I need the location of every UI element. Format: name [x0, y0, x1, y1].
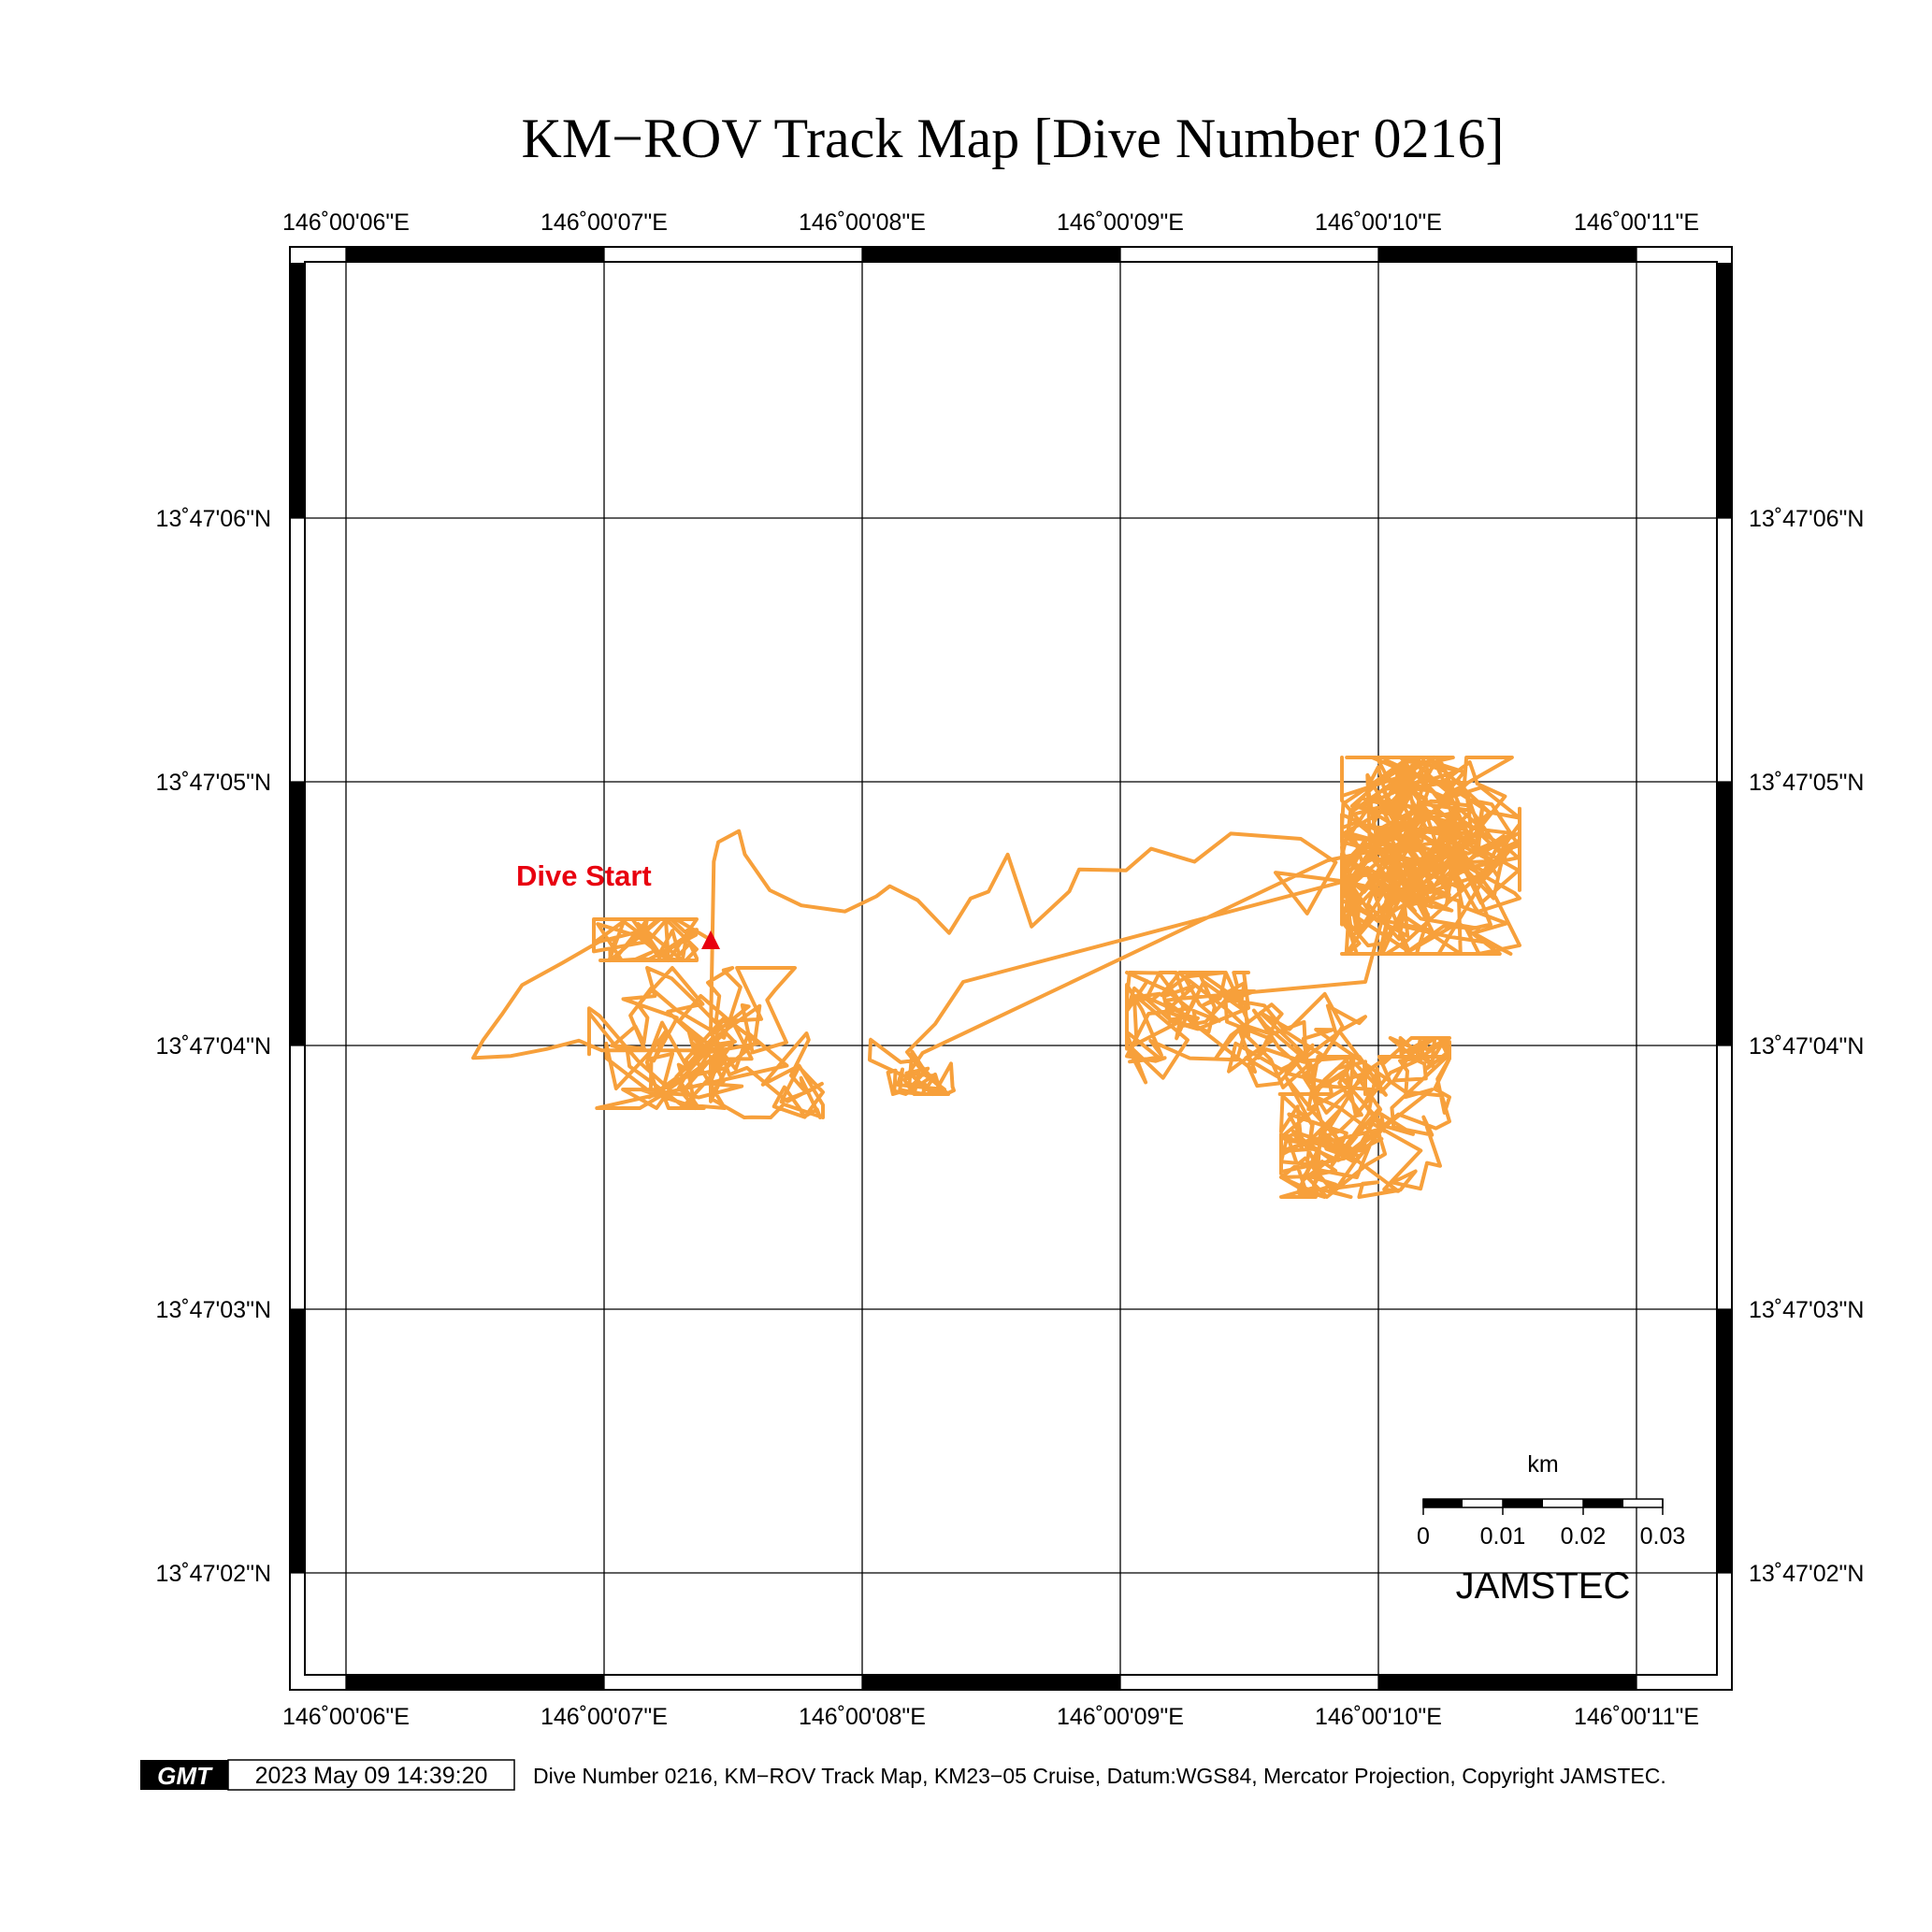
scale-bar-segment — [1583, 1499, 1623, 1507]
lon-label-top: 146˚00'07"E — [541, 209, 668, 236]
gmt-timestamp: 2023 May 09 14:39:20 — [255, 1763, 488, 1789]
lat-labels-right: 13˚47'06"N 13˚47'05"N 13˚47'04"N 13˚47'0… — [1749, 506, 1864, 1587]
scale-bar: km 0 0.01 0.02 0.03 — [1417, 1451, 1685, 1550]
frame-right-checker — [1717, 263, 1731, 1573]
lon-labels-top: 146˚00'06"E 146˚00'07"E 146˚00'08"E 146˚… — [282, 209, 1699, 236]
scale-bar-segment — [1503, 1499, 1543, 1507]
lon-label-top: 146˚00'11"E — [1574, 209, 1699, 236]
jamstec-watermark: JAMSTEC — [1456, 1565, 1631, 1607]
scale-bar-tick-label: 0 — [1417, 1523, 1430, 1550]
lon-label-bottom: 146˚00'06"E — [282, 1704, 410, 1730]
gmt-logo-box — [140, 1760, 228, 1790]
lon-label-top: 146˚00'06"E — [282, 209, 410, 236]
lat-label-left: 13˚47'04"N — [156, 1033, 271, 1060]
map-title: KM−ROV Track Map [Dive Number 0216] — [522, 108, 1505, 169]
gmt-logo: GMT — [157, 1762, 213, 1790]
rov-track — [471, 756, 1521, 1199]
lon-labels-bottom: 146˚00'06"E 146˚00'07"E 146˚00'08"E 146˚… — [282, 1704, 1699, 1730]
lon-label-bottom: 146˚00'09"E — [1057, 1704, 1184, 1730]
lat-label-right: 13˚47'04"N — [1749, 1033, 1864, 1060]
map-frame — [289, 246, 1733, 1691]
parallel-grid-lines — [290, 517, 1732, 1574]
lon-label-bottom: 146˚00'10"E — [1315, 1704, 1442, 1730]
footer: GMT 2023 May 09 14:39:20 Dive Number 021… — [140, 1759, 1666, 1791]
lon-label-bottom: 146˚00'07"E — [541, 1704, 668, 1730]
scale-bar-tick-label: 0.02 — [1561, 1523, 1607, 1550]
frame-top-checker — [346, 248, 1636, 262]
lat-label-left: 13˚47'02"N — [156, 1561, 271, 1587]
scale-bar-tick-label: 0.03 — [1640, 1523, 1686, 1550]
scale-bar-unit: km — [1527, 1451, 1558, 1478]
lon-label-bottom: 146˚00'11"E — [1574, 1704, 1699, 1730]
lat-label-right: 13˚47'06"N — [1749, 506, 1864, 532]
frame-left-checker — [291, 263, 305, 1573]
lon-label-bottom: 146˚00'08"E — [799, 1704, 926, 1730]
dive-start-label: Dive Start — [516, 859, 652, 892]
lat-label-left: 13˚47'03"N — [156, 1297, 271, 1323]
figure-caption: Dive Number 0216, KM−ROV Track Map, KM23… — [533, 1764, 1666, 1788]
lon-label-top: 146˚00'10"E — [1315, 209, 1442, 236]
frame-bottom-checker — [346, 1675, 1636, 1689]
lat-label-right: 13˚47'02"N — [1749, 1561, 1864, 1587]
rov-track-line — [471, 756, 1521, 1199]
lon-label-top: 146˚00'08"E — [799, 209, 926, 236]
dive-start-marker — [701, 930, 720, 949]
timestamp-box — [227, 1759, 515, 1791]
lon-label-top: 146˚00'09"E — [1057, 209, 1184, 236]
scale-bar-segment — [1423, 1499, 1463, 1507]
lat-label-right: 13˚47'03"N — [1749, 1297, 1864, 1323]
meridian-grid-lines — [345, 247, 1637, 1690]
lat-label-left: 13˚47'05"N — [156, 770, 271, 796]
frame-outer-border — [289, 246, 1733, 1691]
lat-label-right: 13˚47'05"N — [1749, 770, 1864, 796]
lat-label-left: 13˚47'06"N — [156, 506, 271, 532]
lat-labels-left: 13˚47'06"N 13˚47'05"N 13˚47'04"N 13˚47'0… — [156, 506, 271, 1587]
scale-bar-tick-label: 0.01 — [1480, 1523, 1526, 1550]
